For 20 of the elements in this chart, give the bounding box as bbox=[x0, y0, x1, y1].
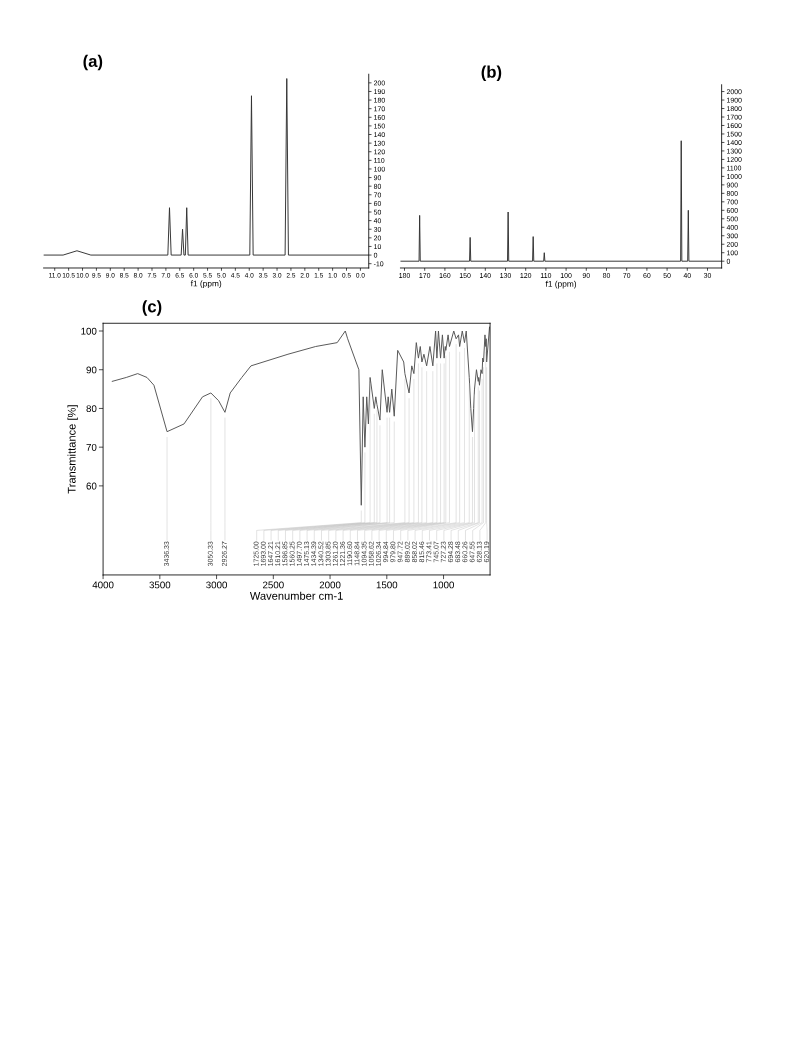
y-tick-label: 100 bbox=[81, 327, 97, 335]
x-tick-label: 3500 bbox=[149, 581, 171, 589]
x-axis-title: f1 (ppm) bbox=[545, 280, 577, 289]
x-tick-label: 2500 bbox=[262, 581, 284, 589]
x-axis-title: Wavenumber cm-1 bbox=[249, 591, 343, 600]
y-tick-label: 90 bbox=[86, 366, 97, 374]
x-tick-label: 1000 bbox=[433, 581, 454, 589]
line-series bbox=[400, 140, 722, 262]
x-tick-label: 2000 bbox=[319, 581, 341, 589]
x-axis-title: f1 (ppm) bbox=[190, 280, 222, 289]
line-series bbox=[43, 78, 369, 256]
chart-title: (a) bbox=[83, 54, 103, 71]
y-axis-title: Transmittance [%] bbox=[67, 405, 78, 494]
chart-title: (b) bbox=[481, 65, 502, 82]
chart-title: (c) bbox=[142, 300, 162, 316]
y-tick-label: 60 bbox=[86, 482, 97, 490]
x-tick-label: 4000 bbox=[92, 581, 114, 589]
y-tick-label: 80 bbox=[86, 405, 97, 413]
x-tick-label: 3000 bbox=[206, 581, 228, 589]
y-tick-label: 70 bbox=[86, 443, 97, 451]
